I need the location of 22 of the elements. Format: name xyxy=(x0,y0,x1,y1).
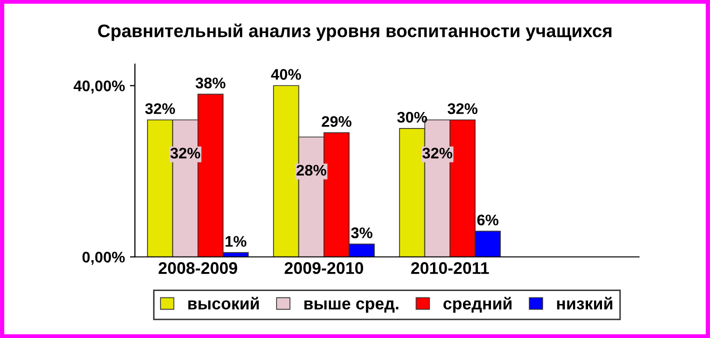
legend-label: выше сред. xyxy=(304,300,398,313)
x-tick-label: 2009-2010 xyxy=(284,262,364,274)
data-label: 29% xyxy=(322,116,352,127)
x-tick-label: 2008-2009 xyxy=(158,262,238,274)
data-label: 32% xyxy=(170,148,200,159)
data-label: 28% xyxy=(296,164,326,176)
x-tick-label: 2010-2011 xyxy=(411,262,489,274)
data-label: 3% xyxy=(351,227,372,238)
data-label: 32% xyxy=(422,148,452,159)
legend-label: средний xyxy=(443,296,512,313)
data-label: 32% xyxy=(448,103,478,114)
data-label: 40% xyxy=(271,69,302,80)
legend-label: низкий xyxy=(557,296,612,310)
chart-title: Сравнительный анализ уровня воспитанности учащихся xyxy=(98,24,612,41)
y-tick-label: 40,00% xyxy=(74,80,125,94)
data-label: 1% xyxy=(226,236,246,247)
data-label: 38% xyxy=(196,78,226,88)
data-label: 32% xyxy=(145,103,175,114)
legend-label: высокий xyxy=(188,296,259,310)
y-tick-label: 0,00% xyxy=(82,252,125,265)
data-label: 6% xyxy=(477,214,498,226)
data-label: 30% xyxy=(397,112,428,123)
